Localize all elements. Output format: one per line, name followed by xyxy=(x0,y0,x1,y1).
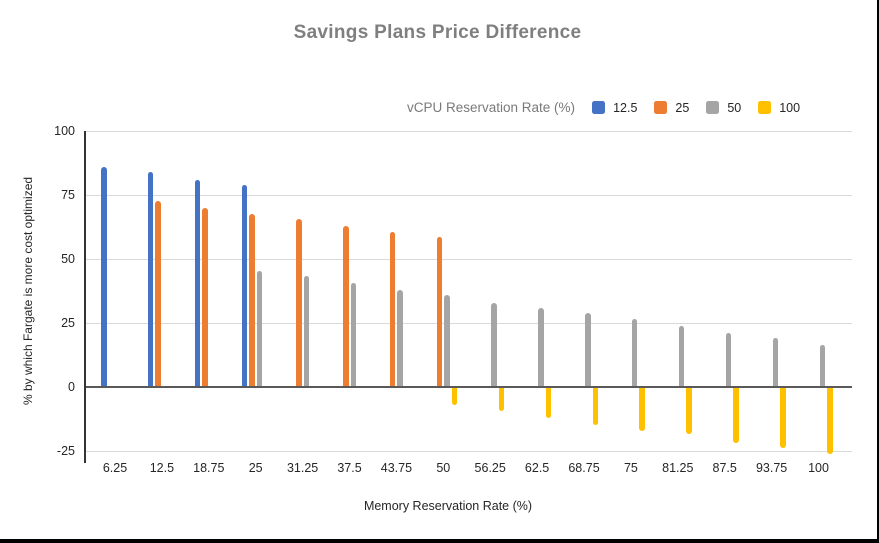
x-tick-label: 25 xyxy=(248,461,263,475)
y-tick-label: 25 xyxy=(61,316,75,330)
x-tick-label: 43.75 xyxy=(380,461,413,475)
bar xyxy=(545,387,552,418)
x-tick-label: 87.5 xyxy=(712,461,737,475)
bar xyxy=(451,387,458,405)
bar xyxy=(350,283,356,387)
x-tick-label: 93.75 xyxy=(755,461,788,475)
bar xyxy=(389,232,396,387)
legend-swatch xyxy=(592,101,606,114)
bar xyxy=(827,387,833,454)
bar xyxy=(303,275,310,387)
x-tick-label: 31.25 xyxy=(286,461,319,475)
gridline xyxy=(84,130,852,132)
bar xyxy=(256,270,263,387)
legend-item-label: 50 xyxy=(727,100,742,115)
plot-area: 100 75 50 25 0 -25 6.25 12.5 18.75 25 31.25 37.5 43.… xyxy=(54,124,852,475)
y-tick-label: 75 xyxy=(61,188,75,202)
bar xyxy=(249,214,255,387)
gridline xyxy=(84,258,852,260)
bar xyxy=(538,307,544,387)
bar xyxy=(101,166,107,387)
bar xyxy=(498,387,505,412)
legend-item-label: 100 xyxy=(779,100,801,115)
gridline xyxy=(84,322,852,324)
bar xyxy=(202,207,208,387)
legend-swatch xyxy=(758,101,772,114)
bar xyxy=(343,225,349,387)
y-tick-label: 50 xyxy=(61,252,75,266)
legend-item: 12.5 xyxy=(592,101,637,115)
legend-item-label: 25 xyxy=(675,100,690,115)
x-tick-label: 37.5 xyxy=(337,461,362,475)
bar xyxy=(686,387,692,435)
y-tick-label: -25 xyxy=(56,444,75,458)
y-tick-label: 100 xyxy=(54,124,75,138)
bar xyxy=(491,302,497,387)
x-tick-label: 62.5 xyxy=(524,461,550,475)
bar xyxy=(819,344,825,387)
x-tick-label: 18.75 xyxy=(193,461,225,475)
bar xyxy=(631,319,638,387)
legend-item: 25 xyxy=(654,101,689,115)
bar xyxy=(772,338,779,387)
bar xyxy=(585,312,591,387)
bar xyxy=(436,237,443,387)
zero-axis-line xyxy=(84,386,852,388)
window-bottom-border xyxy=(0,539,879,543)
x-axis-title: Memory Reservation Rate (%) xyxy=(363,499,533,513)
window-right-border xyxy=(877,0,879,543)
x-tick-label: 50 xyxy=(436,461,451,475)
x-tick-label: 6.25 xyxy=(102,461,128,475)
legend-title: vCPU Reservation Rate (%) xyxy=(407,100,576,115)
gridline xyxy=(84,450,852,452)
y-tick-label: 0 xyxy=(68,380,75,394)
legend-item: 50 xyxy=(706,101,741,115)
x-tick-label: 68.75 xyxy=(568,461,600,475)
bar xyxy=(780,387,786,449)
bar xyxy=(296,219,302,387)
legend-item-label: 12.5 xyxy=(613,100,638,115)
gridline xyxy=(84,194,852,196)
bar xyxy=(194,179,201,387)
legend-swatch xyxy=(654,101,668,114)
x-tick-label: 100 xyxy=(808,461,829,475)
bar xyxy=(444,294,450,387)
bar xyxy=(678,325,685,387)
bar xyxy=(397,289,403,387)
bar xyxy=(639,387,645,431)
x-tick-label: 12.5 xyxy=(149,461,175,475)
bar xyxy=(592,387,598,426)
bar xyxy=(241,184,248,387)
x-tick-label: 81.25 xyxy=(662,461,694,475)
legend-swatch xyxy=(706,101,720,114)
bar xyxy=(155,201,161,387)
y-axis-line xyxy=(84,131,86,463)
bar xyxy=(733,387,739,444)
legend: vCPU Reservation Rate (%) 12.5 25 50 100 xyxy=(407,100,800,115)
chart-title: Savings Plans Price Difference xyxy=(293,22,582,43)
legend-item: 100 xyxy=(758,101,800,115)
x-tick-label: 56.25 xyxy=(474,461,506,475)
y-axis-title: % by which Fargate is more cost optimize… xyxy=(21,176,35,406)
x-tick-label: 75 xyxy=(623,461,638,475)
bar xyxy=(725,333,732,387)
bar xyxy=(147,171,154,387)
